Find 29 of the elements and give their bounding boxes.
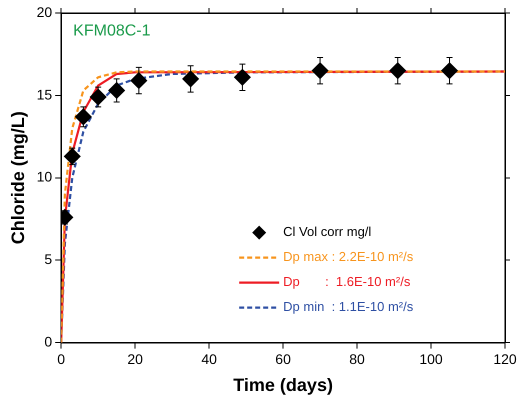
point: [90, 88, 106, 106]
point: [312, 62, 328, 79]
x-tick-label: 0: [57, 350, 66, 367]
legend-label: Dp max : 2.2E-10 m²/s: [283, 249, 414, 264]
point: [390, 62, 406, 79]
point: [182, 70, 199, 88]
point: [108, 82, 125, 99]
legend-label: Cl Vol corr mg/l: [283, 224, 372, 240]
point: [130, 72, 147, 89]
y-tick-label: 5: [44, 251, 52, 268]
point: [64, 148, 80, 164]
y-tick-label: 15: [36, 86, 52, 102]
x-tick-label: 100: [419, 350, 443, 367]
y-tick-label: 10: [36, 168, 52, 185]
x-tick-label: 80: [349, 350, 366, 367]
x-tick-label: 20: [127, 350, 144, 367]
point: [234, 69, 250, 86]
annotation: KFM08C-1: [73, 22, 151, 40]
x-tick-label: 120: [493, 350, 517, 367]
legend-label: Dp : 1.6E-10 m²/s: [283, 274, 411, 290]
legend-label: Dp min : 1.1E-10 m²/s: [283, 299, 414, 314]
x-axis-title: Time (days): [233, 375, 333, 396]
x-tick-label: 40: [201, 350, 218, 367]
y-tick-label: 0: [44, 333, 52, 350]
y-axis-title: Chloride (mg/L): [8, 111, 28, 244]
point: [441, 62, 458, 79]
point: [75, 108, 92, 125]
x-tick-label: 60: [275, 350, 292, 367]
y-tick-label: 20: [36, 4, 52, 20]
